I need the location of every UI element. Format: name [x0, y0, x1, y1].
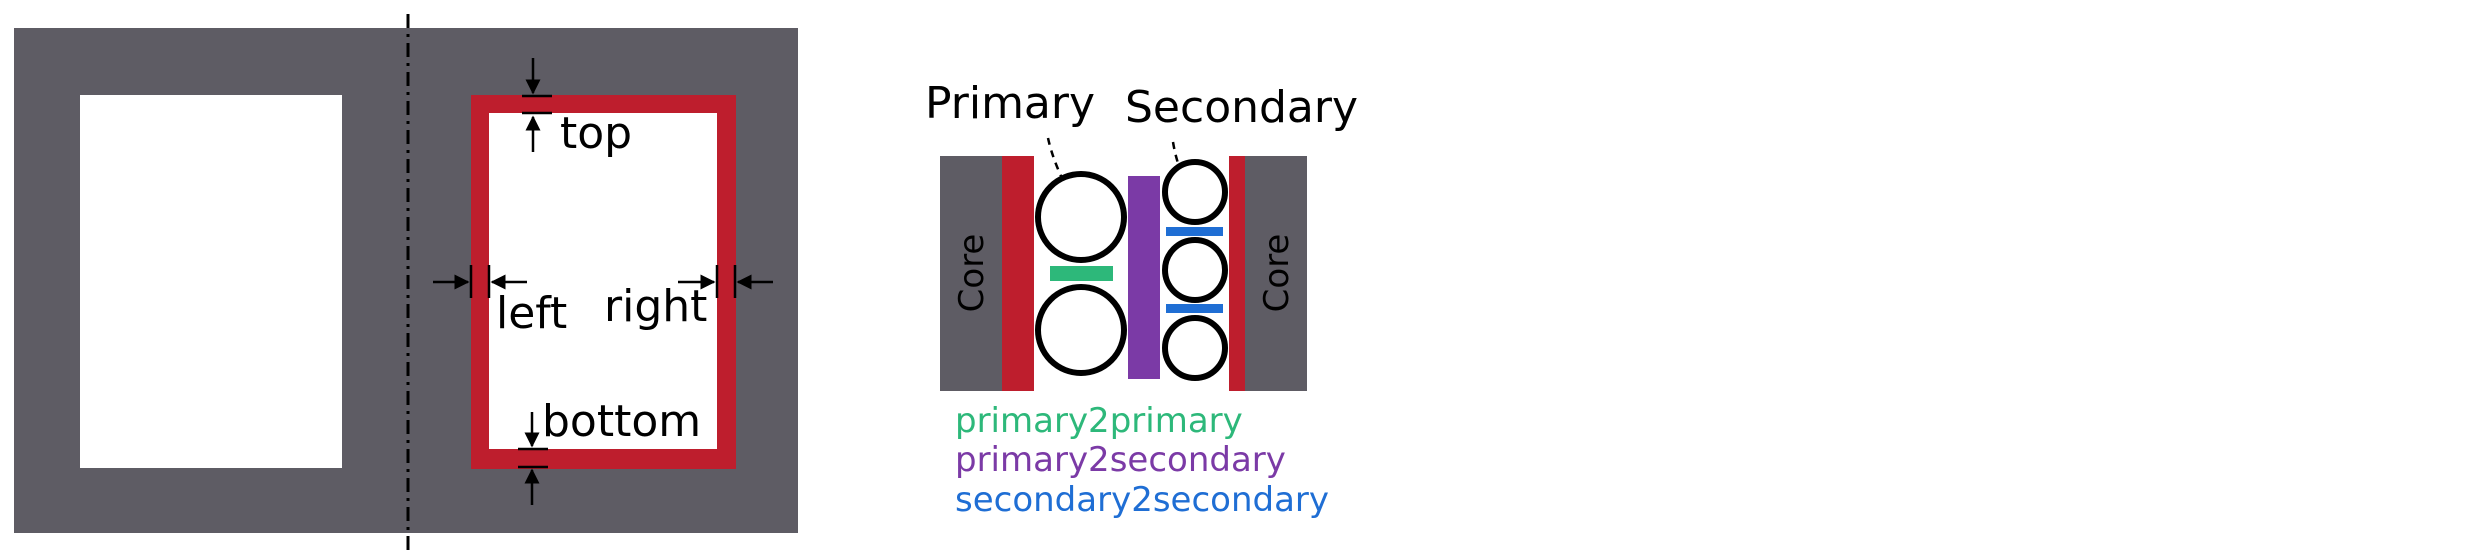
- left-diagram: top left right bottom: [14, 14, 798, 550]
- label-right: right: [604, 281, 707, 332]
- legend-secondary2secondary: secondary2secondary: [955, 480, 1329, 520]
- core-left-label: Core: [952, 234, 992, 313]
- secondary-winding-3: [1162, 315, 1228, 381]
- core-left: [940, 156, 1002, 391]
- right-dimension: [678, 265, 773, 298]
- label-top: top: [560, 108, 632, 159]
- label-left: left: [496, 288, 567, 339]
- label-secondary: Secondary: [1125, 82, 1358, 133]
- secondary-winding-2: [1162, 237, 1228, 303]
- core-right: [1245, 156, 1307, 391]
- primary-winding-bottom: [1035, 284, 1127, 376]
- red-bar-left: [1002, 156, 1034, 391]
- right-diagram: Primary Secondary Core Core primary2prim: [925, 78, 1358, 520]
- left-dimension: [433, 265, 527, 298]
- secondary-winding-1: [1162, 159, 1228, 225]
- primary-winding-top: [1035, 171, 1127, 263]
- primary2secondary-gap: [1128, 176, 1160, 379]
- red-bar-right: [1229, 156, 1245, 391]
- core-right-label: Core: [1257, 234, 1297, 313]
- legend: primary2primary primary2secondary second…: [955, 401, 1329, 520]
- primary2primary-gap: [1050, 266, 1113, 281]
- label-bottom: bottom: [542, 396, 701, 447]
- left-window: [80, 95, 342, 468]
- legend-primary2primary: primary2primary: [955, 401, 1243, 441]
- bottom-dimension: [518, 412, 548, 505]
- secondary2secondary-gap-2: [1166, 304, 1223, 313]
- legend-primary2secondary: primary2secondary: [955, 440, 1286, 480]
- top-dimension: [522, 58, 552, 152]
- secondary2secondary-gap-1: [1166, 227, 1223, 236]
- label-primary: Primary: [925, 78, 1095, 129]
